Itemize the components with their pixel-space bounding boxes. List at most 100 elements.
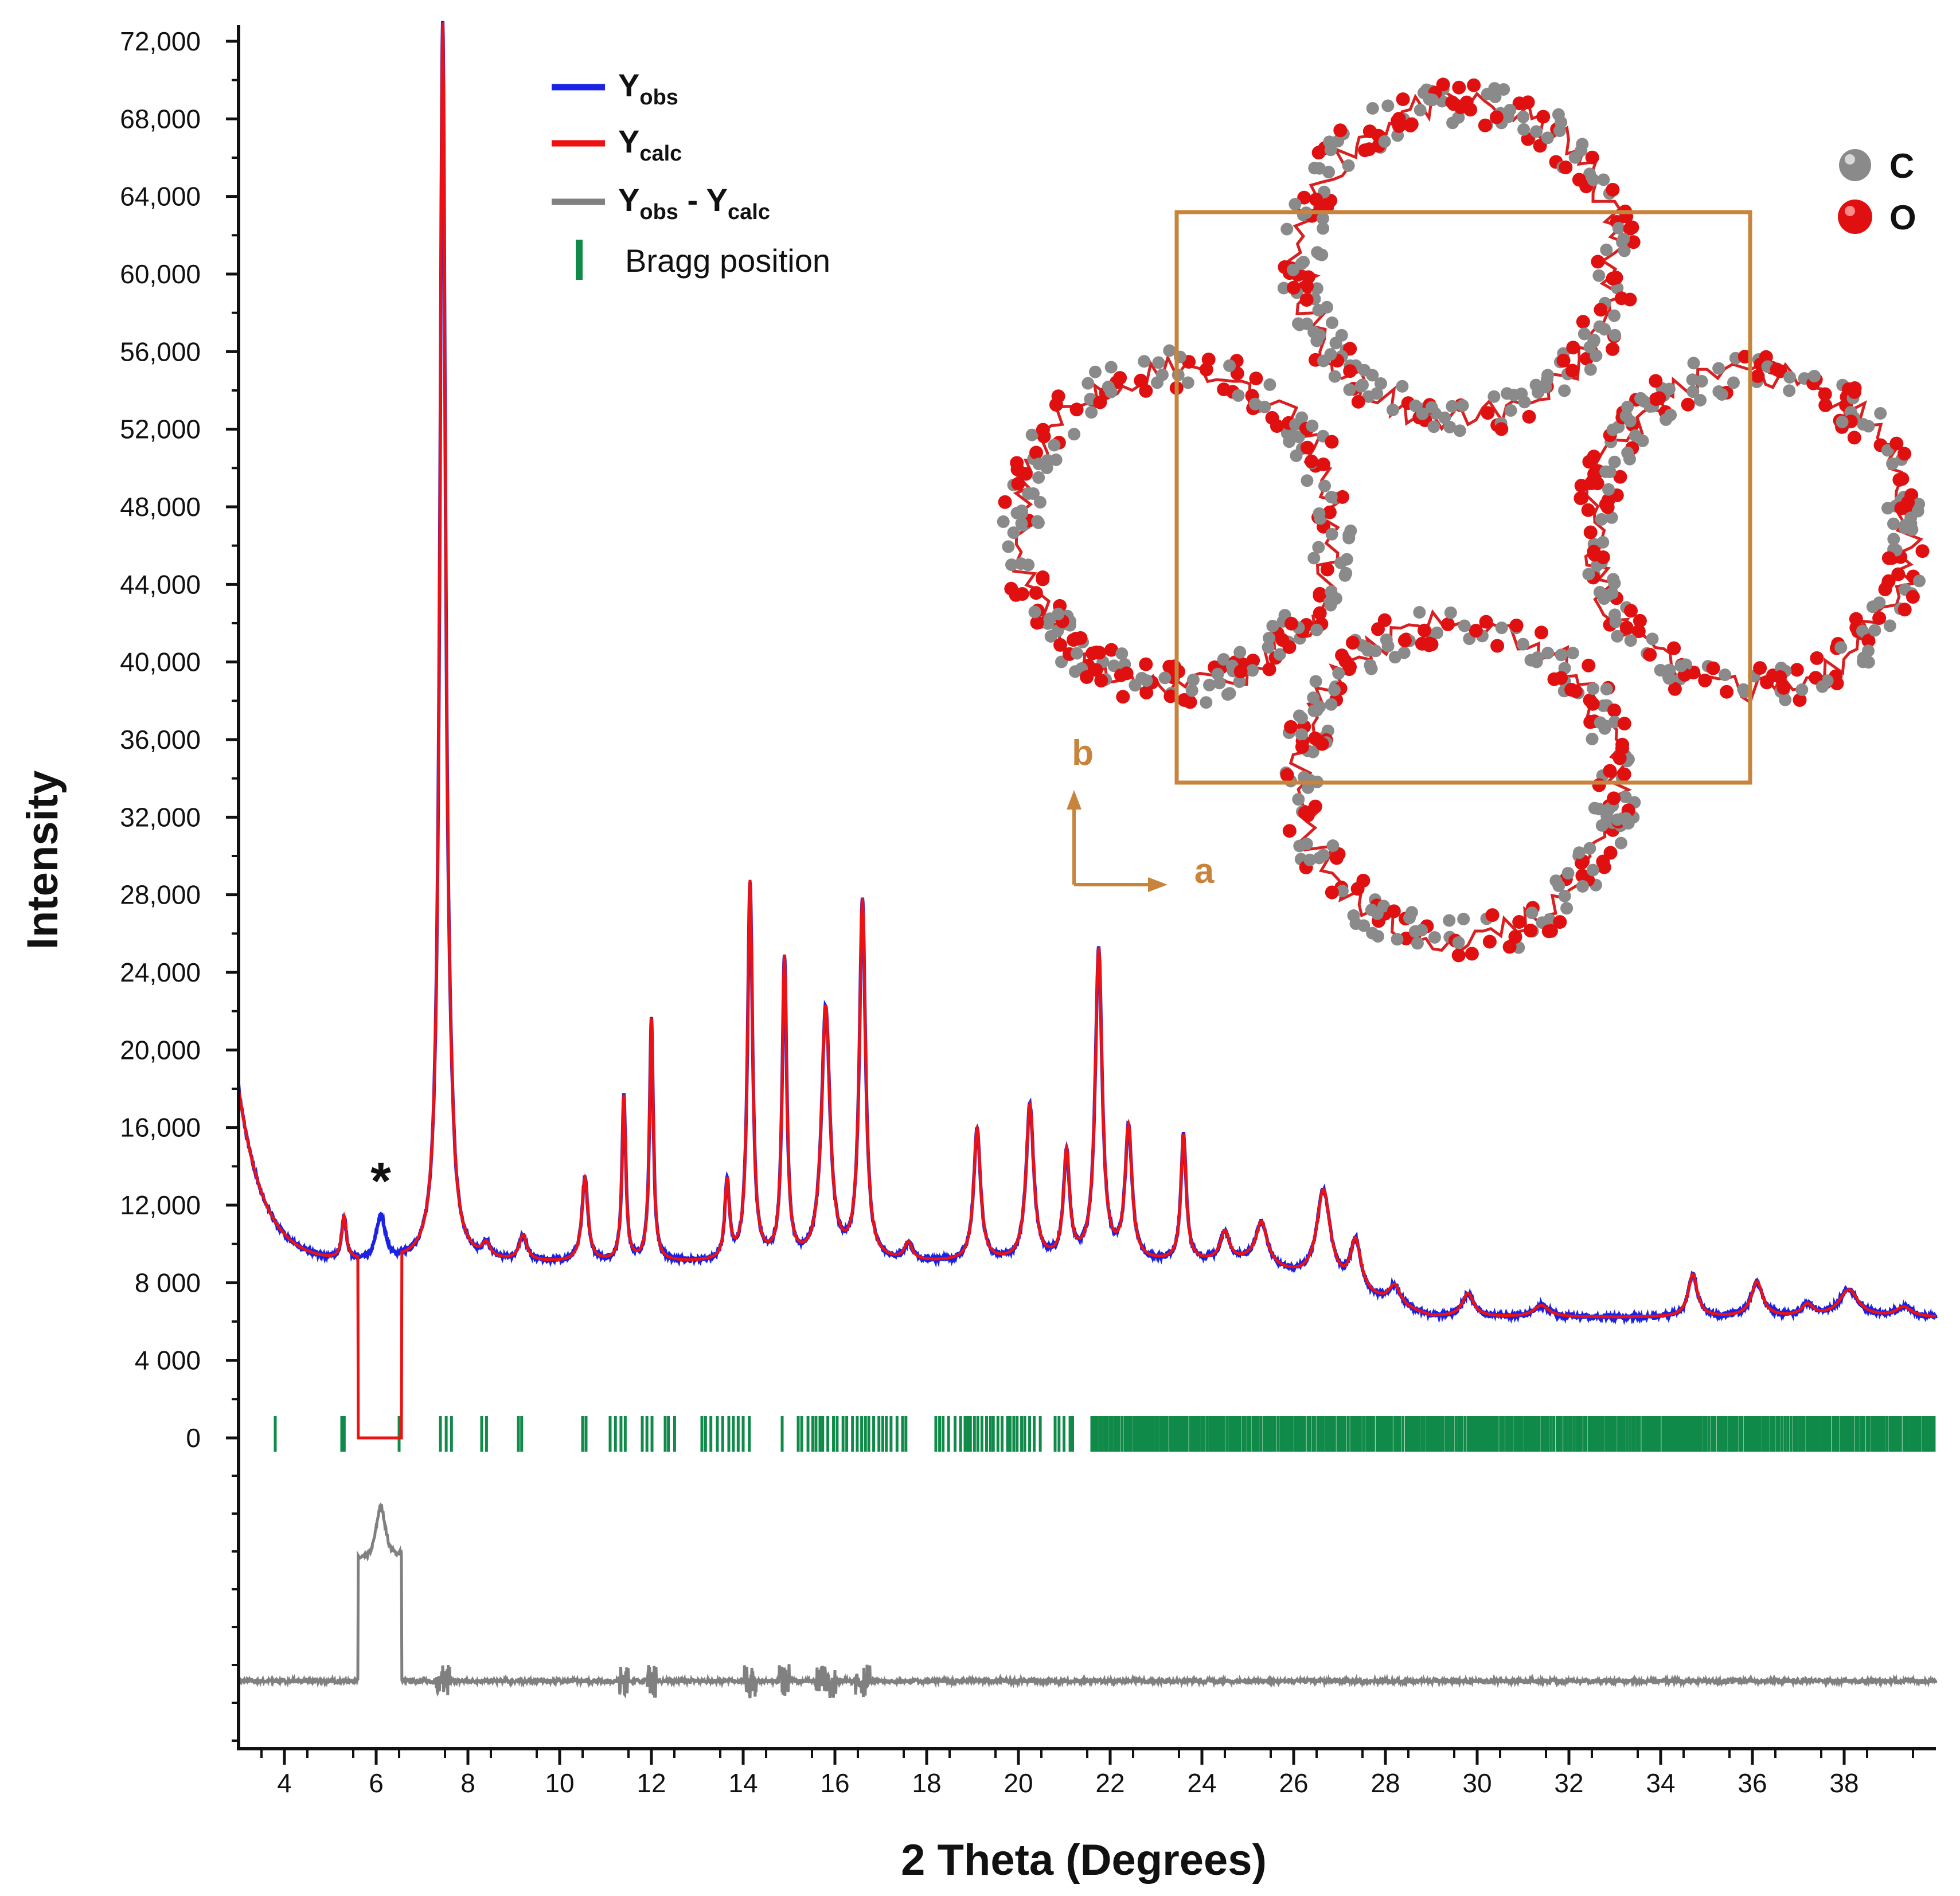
- carbon-atom: [1312, 541, 1325, 554]
- x-tick-label: 12: [637, 1768, 666, 1798]
- carbon-atom: [1576, 879, 1589, 893]
- oxygen-atom: [1643, 648, 1657, 662]
- carbon-atom: [1248, 397, 1262, 411]
- oxygen-atom: [1649, 374, 1663, 388]
- carbon-atom: [1587, 173, 1600, 186]
- oxygen-atom: [1301, 270, 1315, 284]
- carbon-atom: [1102, 380, 1115, 393]
- carbon-atom: [1687, 357, 1700, 370]
- oxygen-atom: [1305, 454, 1318, 468]
- y-tick-label: 36,000: [120, 725, 201, 755]
- carbon-atom: [1371, 907, 1384, 920]
- oxygen-atom: [1249, 372, 1263, 386]
- oxygen-atom-label: O: [1889, 198, 1916, 237]
- oxygen-atom: [1892, 472, 1907, 487]
- carbon-atom: [1606, 423, 1619, 436]
- carbon-atom: [1409, 399, 1422, 412]
- oxygen-atom: [1415, 636, 1429, 651]
- carbon-atom: [1611, 630, 1624, 643]
- oxygen-atom: [1036, 423, 1050, 437]
- oxygen-atom: [1706, 661, 1720, 675]
- oxygen-atom: [1633, 613, 1647, 628]
- oxygen-atom: [1906, 590, 1920, 604]
- oxygen-atom: [1615, 737, 1630, 752]
- carbon-atom: [1295, 728, 1308, 741]
- carbon-atom: [1504, 404, 1517, 417]
- oxygen-atom: [1626, 235, 1641, 249]
- carbon-atom: [1342, 529, 1356, 542]
- carbon-atom: [1857, 651, 1870, 664]
- carbon-atom: [1027, 487, 1040, 500]
- y-tick-label: 28,000: [120, 880, 201, 910]
- carbon-atom: [1405, 906, 1418, 919]
- carbon-atom: [1595, 513, 1608, 526]
- oxygen-atom: [1574, 479, 1588, 493]
- axis-b-label: b: [1072, 733, 1094, 773]
- carbon-atom: [1007, 526, 1020, 540]
- oxygen-atom: [1524, 924, 1538, 938]
- carbon-atom: [1081, 377, 1095, 390]
- oxygen-atom: [1316, 458, 1330, 471]
- carbon-atom: [1163, 344, 1176, 357]
- legend-label-ycalc: Ycalc: [618, 123, 682, 166]
- oxygen-atom: [1362, 142, 1376, 157]
- carbon-atom: [1595, 819, 1608, 832]
- carbon-atom: [1085, 406, 1098, 419]
- oxygen-atom: [1270, 419, 1284, 433]
- carbon-atom: [1428, 931, 1441, 944]
- carbon-atom: [1712, 362, 1725, 375]
- oxygen-atom: [1284, 720, 1298, 734]
- oxygen-atom: [1094, 674, 1108, 688]
- carbon-atom: [1213, 677, 1226, 690]
- carbon-atom: [1340, 553, 1353, 566]
- carbon-atom: [1326, 839, 1340, 852]
- carbon-atom: [1032, 458, 1045, 471]
- oxygen-atom: [1479, 615, 1493, 629]
- oxygen-atom: [1508, 930, 1522, 944]
- carbon-atom: [1223, 359, 1236, 372]
- oxygen-atom: [1753, 661, 1767, 675]
- carbon-atom: [1619, 812, 1633, 825]
- carbon-atom: [1617, 232, 1630, 245]
- carbon-atom: [1262, 641, 1275, 654]
- carbon-atom: [1515, 387, 1528, 400]
- carbon-atom: [1307, 691, 1320, 704]
- y-tick-label: 52,000: [120, 415, 201, 444]
- oxygen-atom: [1509, 619, 1524, 632]
- oxygen-atom: [1667, 641, 1681, 655]
- x-tick-label: 18: [912, 1768, 941, 1798]
- carbon-atom: [1608, 329, 1622, 342]
- x-tick-label: 28: [1371, 1768, 1400, 1798]
- carbon-atom: [1374, 377, 1387, 390]
- series-difference: [237, 1502, 1938, 1699]
- oxygen-atom-key: [1838, 200, 1872, 234]
- carbon-atom: [1587, 682, 1600, 695]
- oxygen-atom: [1585, 150, 1599, 165]
- carbon-atom: [1396, 380, 1409, 393]
- oxygen-atom: [1847, 431, 1861, 445]
- carbon-atom: [1071, 647, 1083, 660]
- oxygen-atom: [1451, 948, 1466, 963]
- oxygen-atom: [1603, 846, 1618, 860]
- carbon-atom: [1425, 401, 1438, 414]
- carbon-atom: [1444, 606, 1457, 619]
- carbon-atom: [1386, 404, 1399, 416]
- carbon-atom: [1886, 457, 1899, 470]
- oxygen-atom: [1535, 626, 1548, 640]
- carbon-atom: [1646, 632, 1659, 646]
- oxygen-atom: [1329, 851, 1344, 865]
- x-tick-label: 38: [1829, 1768, 1859, 1798]
- oxygen-atom: [1891, 567, 1906, 581]
- carbon-atom: [1263, 632, 1276, 644]
- carbon-atom: [1457, 913, 1470, 925]
- x-tick-label: 4: [277, 1768, 292, 1798]
- oxygen-atom: [1029, 445, 1043, 460]
- carbon-atom: [1497, 83, 1510, 96]
- oxygen-atom: [1139, 384, 1153, 398]
- oxygen-atom: [1790, 663, 1804, 677]
- carbon-atom: [1366, 369, 1379, 382]
- carbon-atom: [1608, 716, 1621, 729]
- oxygen-atom: [1759, 350, 1773, 364]
- y-tick-label: 12,000: [120, 1190, 201, 1220]
- oxygen-atom: [1309, 192, 1323, 206]
